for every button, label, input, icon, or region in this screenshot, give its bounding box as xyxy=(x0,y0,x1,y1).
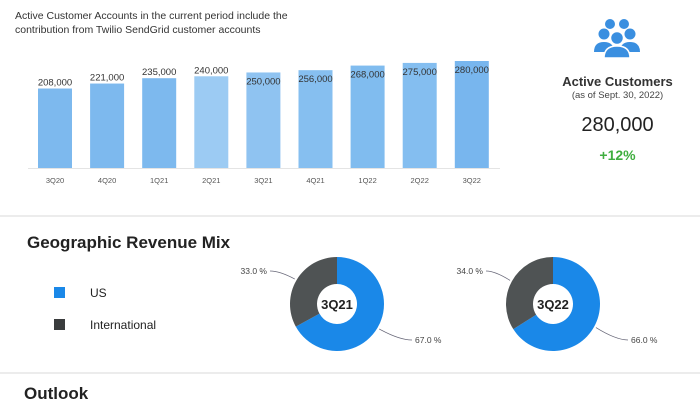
bar-label: 221,000 xyxy=(90,73,124,84)
donut-slice-us xyxy=(513,257,600,351)
donut-slice-international xyxy=(505,257,553,330)
bar-1Q22 xyxy=(350,65,385,168)
slice-label: 67.0 % xyxy=(415,335,442,345)
slice-label: 33.0 % xyxy=(241,266,268,276)
donut-slice-international xyxy=(290,257,337,327)
bar-4Q20 xyxy=(90,83,125,168)
bar-3Q20 xyxy=(38,88,72,168)
legend-swatch-us xyxy=(54,287,65,298)
bar-label: 208,000 xyxy=(38,78,72,89)
x-tick-label: 3Q22 xyxy=(463,176,481,185)
bar-label: 268,000 xyxy=(350,70,384,81)
donut-center-label: 3Q22 xyxy=(537,297,569,312)
bar-2Q21 xyxy=(194,76,229,168)
bar-3Q22 xyxy=(454,61,489,168)
bar-label: 240,000 xyxy=(194,65,228,76)
legend-swatch-international xyxy=(54,319,65,330)
bar-3Q21 xyxy=(246,72,281,168)
x-tick-label: 2Q21 xyxy=(202,176,220,185)
bar-label: 235,000 xyxy=(142,67,176,78)
x-tick-label: 1Q21 xyxy=(150,176,168,185)
active-customers-title: Active Customers xyxy=(562,74,673,89)
leader-line xyxy=(485,270,511,281)
divider xyxy=(0,215,700,217)
x-tick-label: 1Q22 xyxy=(358,176,376,185)
x-tick-label: 4Q21 xyxy=(306,176,324,185)
x-tick-label: 4Q20 xyxy=(98,176,116,185)
bar-label: 275,000 xyxy=(403,67,437,78)
x-tick-label: 2Q22 xyxy=(411,176,429,185)
bar-label: 280,000 xyxy=(455,65,489,76)
donut-center-label: 3Q21 xyxy=(321,297,353,312)
bar-1Q21 xyxy=(142,78,177,168)
bar-2Q22 xyxy=(402,62,437,168)
leader-line xyxy=(269,270,295,280)
bar-label: 250,000 xyxy=(246,76,280,87)
active-customers-date: (as of Sept. 30, 2022) xyxy=(571,90,664,101)
geo-revenue-title: Geographic Revenue Mix xyxy=(27,233,231,252)
divider xyxy=(0,372,700,374)
outlook-title: Outlook xyxy=(24,384,89,403)
active-customers-bar-chart: 208,000 3Q20 221,000 4Q20 235,000 1Q21 240,000… xyxy=(28,61,500,185)
leader-line xyxy=(595,327,629,341)
slice-label: 34.0 % xyxy=(457,266,484,276)
bar-4Q21 xyxy=(298,70,333,168)
slice-label: 66.0 % xyxy=(631,335,658,345)
active-customers-value: 280,000 xyxy=(581,114,654,136)
x-tick-label: 3Q21 xyxy=(254,176,272,185)
bar-label: 256,000 xyxy=(298,74,332,85)
leader-line xyxy=(379,328,413,341)
active-customers-change: +12% xyxy=(599,147,636,163)
chart-note: Active Customer Accounts in the current … xyxy=(15,10,288,36)
users-group-icon xyxy=(594,19,640,59)
x-tick-label: 3Q20 xyxy=(46,176,64,185)
donut-slice-us xyxy=(295,257,385,351)
